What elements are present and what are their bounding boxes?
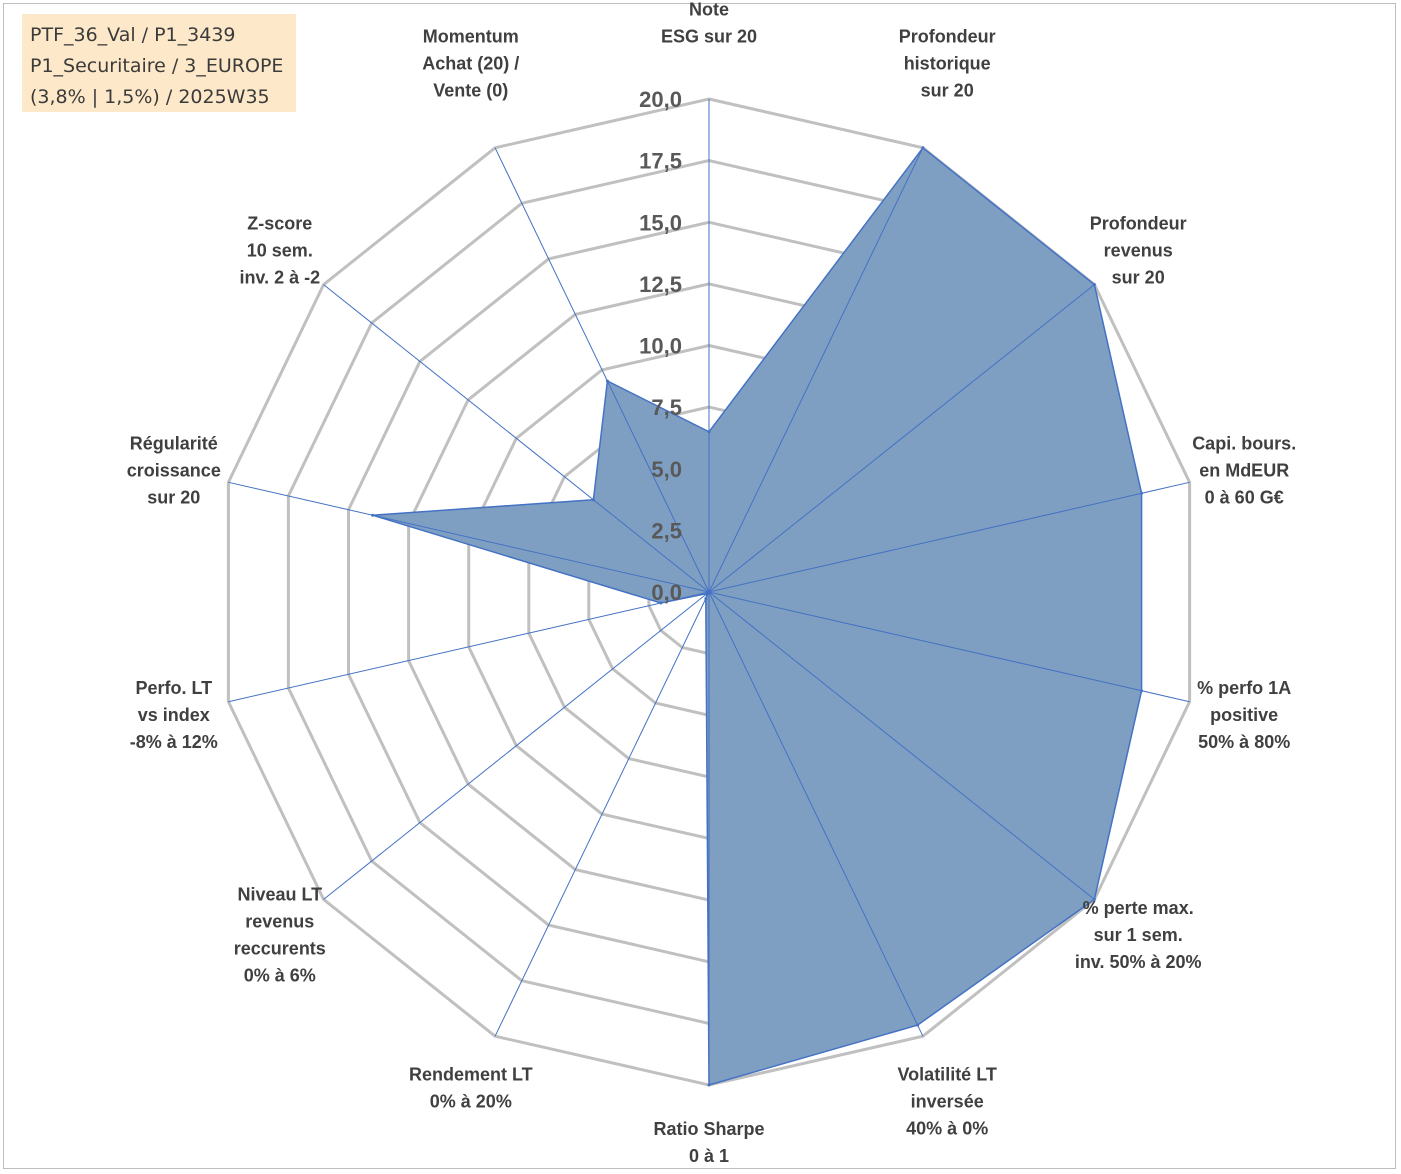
axis-label-11-line-2: sur 20 [147, 488, 200, 508]
axis-label-4-line-2: 50% à 80% [1198, 732, 1290, 752]
portfolio-stats-label: (3,8% | 1,5%) / 2025W35 [30, 86, 270, 108]
axis-label-0: Note ESG sur 20 [661, 0, 757, 46]
axis-label-10-line-2: -8% à 12% [130, 732, 218, 752]
axis-label-5-line-0: % perte max. [1083, 898, 1194, 918]
tick-label-4: 10,0 [639, 334, 682, 359]
radar-series [371, 146, 1144, 1087]
portfolio-id-label: PTF_36_Val / P1_3439 [30, 24, 236, 46]
radar-tick-labels: 0,0 2,5 5,0 7,5 10,0 12,5 15,0 17,5 20,0 [639, 87, 682, 605]
axis-label-2-line-2: sur 20 [1112, 268, 1165, 288]
axis-label-11: Régularité croissance sur 20 [127, 434, 221, 508]
axis-label-1-line-1: historique [904, 54, 991, 74]
axis-label-5-line-1: sur 1 sem. [1094, 925, 1183, 945]
axis-label-5: % perte max. sur 1 sem. inv. 50% à 20% [1075, 898, 1202, 972]
axis-label-7-line-1: 0 à 1 [689, 1146, 729, 1166]
axis-label-2-line-0: Profondeur [1090, 214, 1187, 234]
axis-label-6: Volatilité LT inversée 40% à 0% [898, 1065, 997, 1139]
axis-label-2-line-1: revenus [1104, 241, 1173, 261]
axis-label-9-line-2: reccurents [234, 939, 326, 959]
spoke-9 [323, 591, 710, 900]
tick-label-7: 17,5 [639, 149, 682, 174]
spoke-1 [708, 147, 924, 593]
axis-label-10-line-1: vs index [138, 705, 210, 725]
tick-label-5: 12,5 [639, 272, 682, 297]
axis-label-6-line-2: 40% à 0% [906, 1119, 988, 1139]
axis-label-13-line-2: Vente (0) [433, 81, 508, 101]
spoke-12 [323, 284, 710, 593]
axis-label-10: Perfo. LT vs index -8% à 12% [130, 678, 218, 752]
spoke-10 [228, 591, 710, 703]
axis-label-6-line-1: inversée [911, 1092, 984, 1112]
axis-label-12-line-1: 10 sem. [247, 241, 313, 261]
axis-label-1-line-0: Profondeur [899, 27, 996, 47]
axis-label-4-line-0: % perfo 1A [1197, 678, 1291, 698]
spoke-13 [494, 147, 710, 593]
axis-label-9-line-3: 0% à 6% [244, 966, 316, 986]
spoke-8 [494, 591, 710, 1037]
tick-label-2: 5,0 [651, 457, 682, 482]
axis-label-3: Capi. bours. en MdEUR 0 à 60 G€ [1192, 434, 1296, 508]
axis-label-7: Ratio Sharpe 0 à 1 [653, 1119, 764, 1166]
axis-label-0-line-0: Note [689, 0, 729, 19]
tick-label-8: 20,0 [639, 87, 682, 112]
portfolio-category-label: P1_Securitaire / 3_EUROPE [30, 55, 284, 77]
axis-label-12-line-0: Z-score [247, 214, 312, 234]
tick-label-1: 2,5 [651, 518, 682, 543]
axis-label-8: Rendement LT 0% à 20% [409, 1065, 533, 1112]
spoke-4 [708, 591, 1190, 703]
series-area-0 [372, 146, 1143, 1086]
axis-label-13-line-0: Momentum [423, 27, 519, 47]
spoke-2 [708, 284, 1095, 593]
axis-label-1-line-2: sur 20 [921, 81, 974, 101]
axis-label-2: Profondeur revenus sur 20 [1090, 214, 1187, 288]
axis-label-4-line-1: positive [1210, 705, 1278, 725]
axis-label-3-line-2: 0 à 60 G€ [1205, 488, 1284, 508]
axis-label-8-line-0: Rendement LT [409, 1065, 533, 1085]
axis-label-5-line-2: inv. 50% à 20% [1075, 952, 1202, 972]
axis-label-3-line-1: en MdEUR [1199, 461, 1289, 481]
axis-label-6-line-0: Volatilité LT [898, 1065, 997, 1085]
radar-axis-labels: Note ESG sur 20 Profondeur historique sur 20… [127, 0, 1296, 1166]
tick-label-0: 0,0 [651, 580, 682, 605]
axis-label-10-line-0: Perfo. LT [135, 678, 212, 698]
spoke-11 [228, 481, 710, 593]
axis-label-9: Niveau LT revenus reccurents 0% à 6% [234, 885, 326, 986]
tick-label-3: 7,5 [651, 395, 682, 420]
axis-label-11-line-1: croissance [127, 461, 221, 481]
axis-label-0-line-1: ESG sur 20 [661, 26, 757, 46]
axis-label-11-line-0: Régularité [130, 434, 218, 454]
spoke-3 [708, 481, 1190, 593]
axis-label-9-line-0: Niveau LT [237, 885, 322, 905]
axis-label-7-line-0: Ratio Sharpe [653, 1119, 764, 1139]
axis-label-8-line-1: 0% à 20% [430, 1092, 512, 1112]
axis-label-1: Profondeur historique sur 20 [899, 27, 996, 101]
spoke-6 [708, 591, 924, 1037]
axis-label-12-line-2: inv. 2 à -2 [239, 268, 320, 288]
axis-label-12: Z-score 10 sem. inv. 2 à -2 [239, 214, 320, 288]
axis-label-9-line-1: revenus [245, 912, 314, 932]
spoke-5 [708, 591, 1095, 900]
tick-label-6: 15,0 [639, 210, 682, 235]
axis-label-13-line-1: Achat (20) / [422, 54, 519, 74]
portfolio-info-box: PTF_36_Val / P1_3439 P1_Securitaire / 3_… [22, 14, 296, 112]
axis-label-13: Momentum Achat (20) / Vente (0) [422, 27, 519, 101]
axis-label-3-line-0: Capi. bours. [1192, 434, 1296, 454]
axis-label-4: % perfo 1A positive 50% à 80% [1197, 678, 1291, 752]
radar-spokes [228, 99, 1190, 1085]
